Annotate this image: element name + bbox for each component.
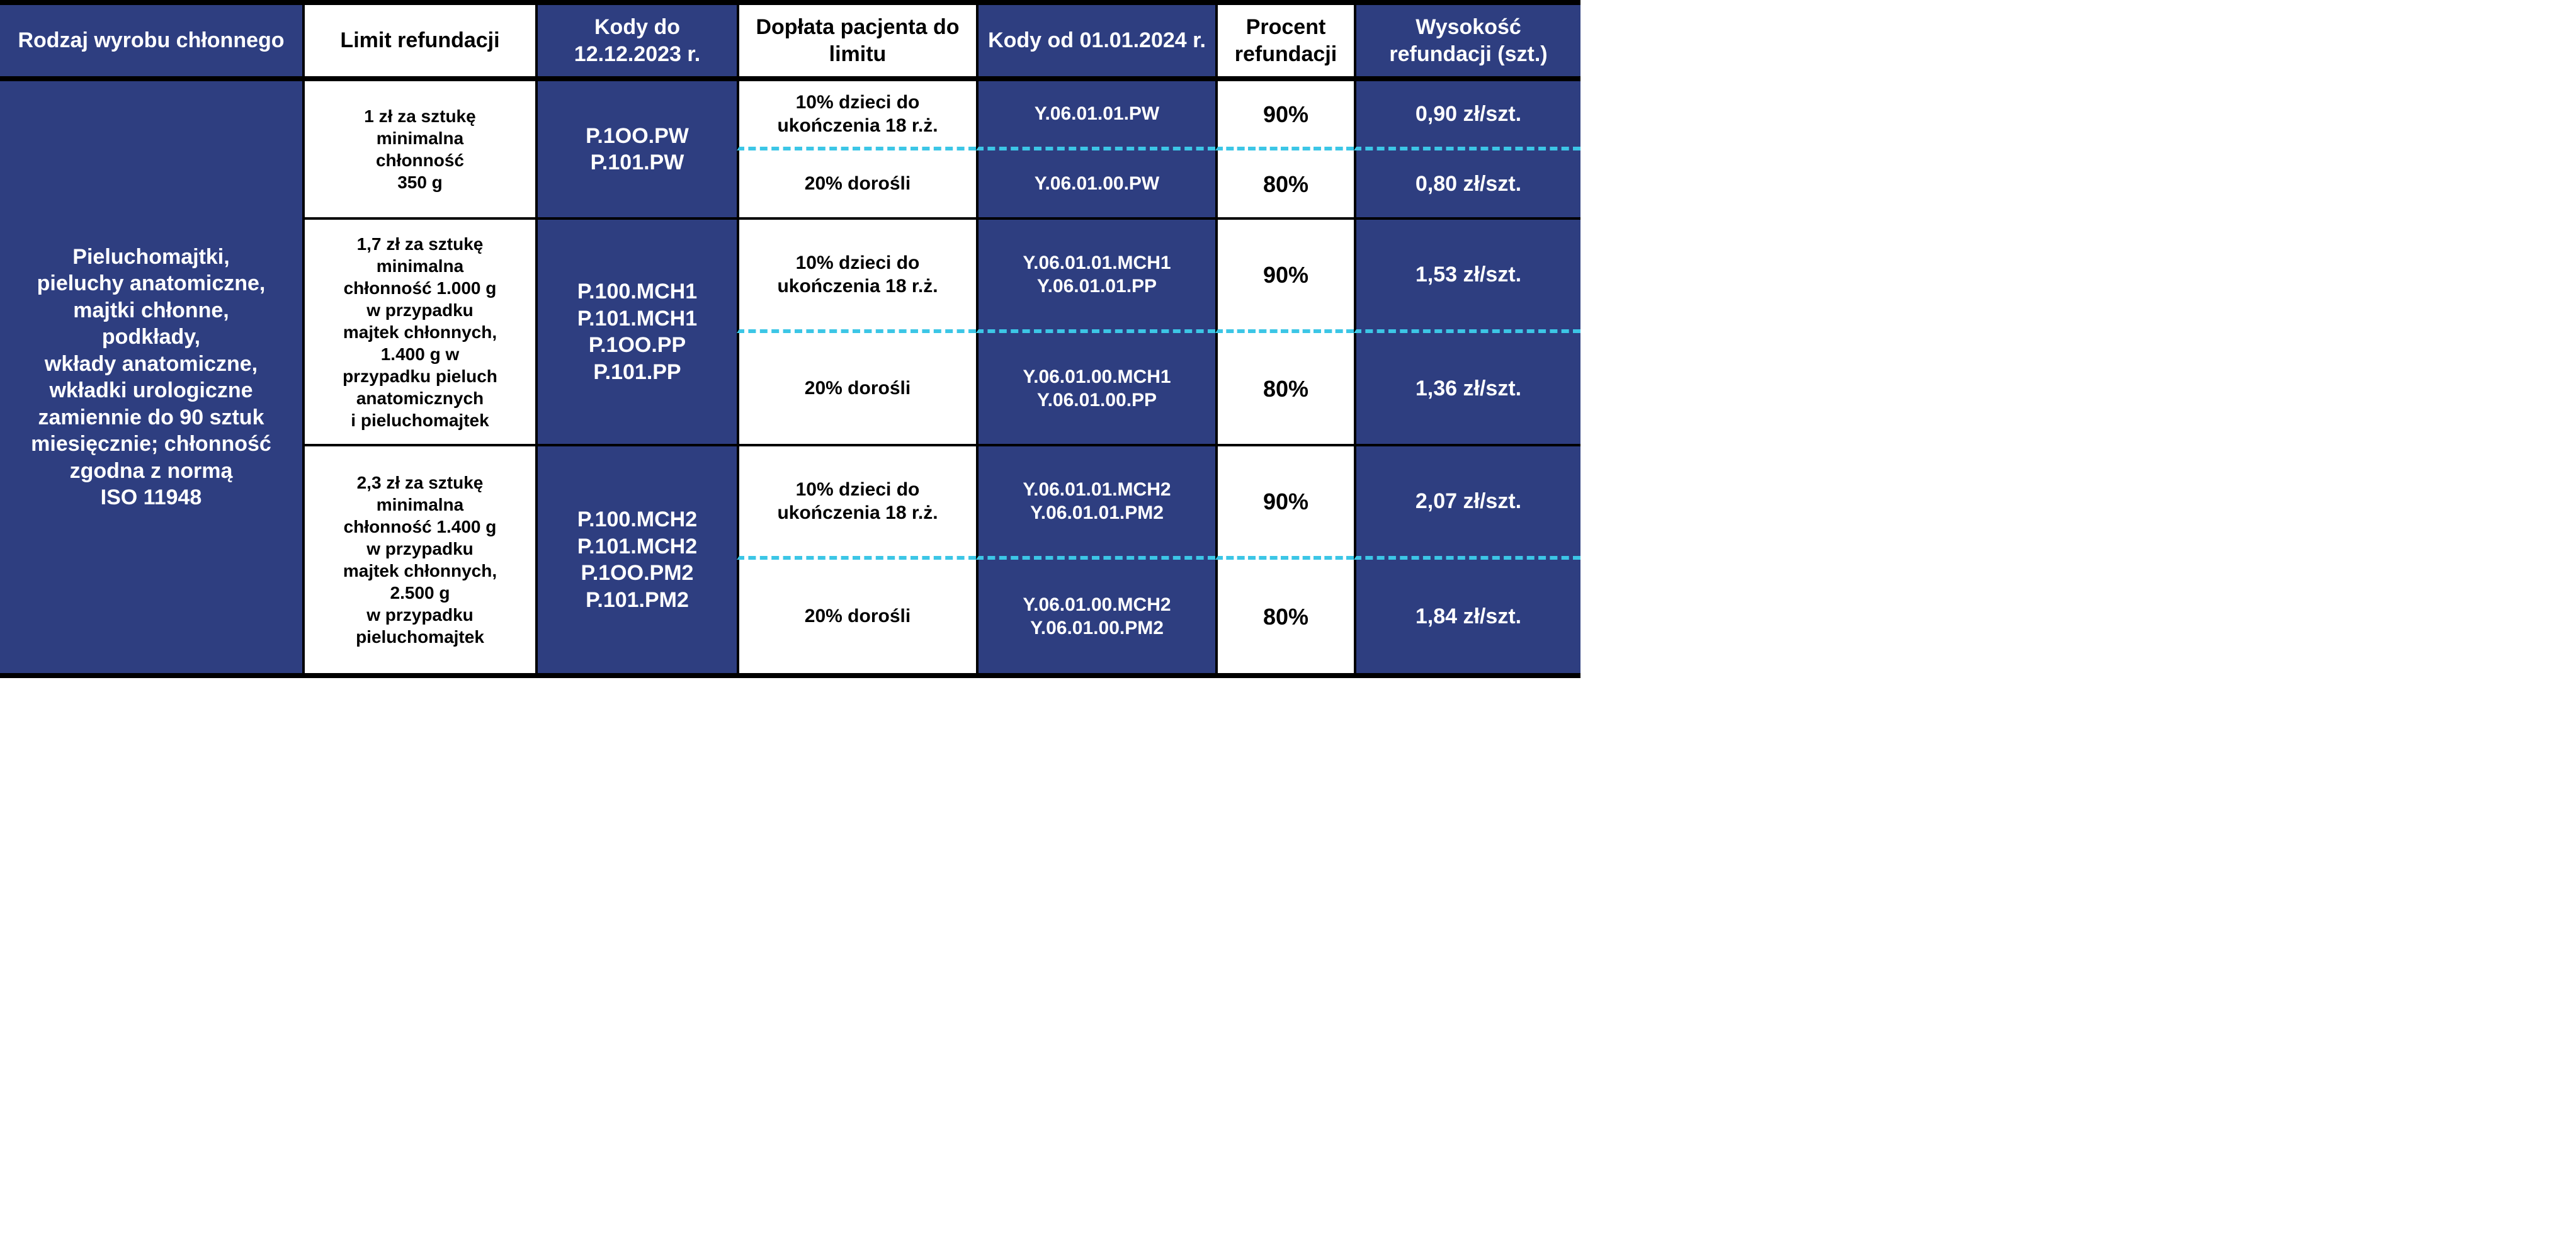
col-header-surcharge: Dopłata pacjenta do limitu — [737, 5, 976, 81]
amount-g2-s2: 1,36 zł/szt. — [1354, 333, 1580, 446]
surcharge-g3-s1: 10% dzieci do ukończenia 18 r.ż. — [737, 446, 976, 560]
col-header-product: Rodzaj wyrobu chłonnego — [0, 5, 302, 81]
codes-new-g1-s1: Y.06.01.01.PW — [976, 81, 1215, 150]
surcharge-g1-s2: 20% dorośli — [737, 150, 976, 220]
percent-g1-s1: 90% — [1215, 81, 1354, 150]
col-header-limit: Limit refundacji — [302, 5, 535, 81]
surcharge-g2-s1: 10% dzieci do ukończenia 18 r.ż. — [737, 220, 976, 333]
col-header-amount: Wysokość refundacji (szt.) — [1354, 5, 1580, 81]
surcharge-g3-s2: 20% dorośli — [737, 560, 976, 673]
limit-g1: 1 zł za sztukę minimalna chłonność 350 g — [302, 81, 535, 220]
amount-g3-s1: 2,07 zł/szt. — [1354, 446, 1580, 560]
surcharge-g2-s2: 20% dorośli — [737, 333, 976, 446]
codes-new-g2-s2: Y.06.01.00.MCH1 Y.06.01.00.PP — [976, 333, 1215, 446]
limit-g3: 2,3 zł za sztukę minimalna chłonność 1.4… — [302, 446, 535, 673]
codes-new-g1-s2: Y.06.01.00.PW — [976, 150, 1215, 220]
codes-old-g1: P.1OO.PW P.101.PW — [535, 81, 737, 220]
amount-g1-s2: 0,80 zł/szt. — [1354, 150, 1580, 220]
codes-new-g3-s2: Y.06.01.00.MCH2 Y.06.01.00.PM2 — [976, 560, 1215, 673]
product-type-label: Pieluchomajtki, pieluchy anatomiczne, ma… — [0, 81, 302, 673]
codes-new-g3-s1: Y.06.01.01.MCH2 Y.06.01.01.PM2 — [976, 446, 1215, 560]
percent-g1-s2: 80% — [1215, 150, 1354, 220]
percent-g2-s2: 80% — [1215, 333, 1354, 446]
amount-g2-s1: 1,53 zł/szt. — [1354, 220, 1580, 333]
col-header-percent: Procent refundacji — [1215, 5, 1354, 81]
col-header-codes-old: Kody do 12.12.2023 r. — [535, 5, 737, 81]
percent-g3-s1: 90% — [1215, 446, 1354, 560]
limit-g2: 1,7 zł za sztukę minimalna chłonność 1.0… — [302, 220, 535, 446]
surcharge-g1-s1: 10% dzieci do ukończenia 18 r.ż. — [737, 81, 976, 150]
amount-g3-s2: 1,84 zł/szt. — [1354, 560, 1580, 673]
amount-g1-s1: 0,90 zł/szt. — [1354, 81, 1580, 150]
refund-table: Rodzaj wyrobu chłonnego Limit refundacji… — [0, 0, 1580, 678]
col-header-codes-new: Kody od 01.01.2024 r. — [976, 5, 1215, 81]
codes-old-g3: P.100.MCH2 P.101.MCH2 P.1OO.PM2 P.101.PM… — [535, 446, 737, 673]
codes-new-g2-s1: Y.06.01.01.MCH1 Y.06.01.01.PP — [976, 220, 1215, 333]
codes-old-g2: P.100.MCH1 P.101.MCH1 P.1OO.PP P.101.PP — [535, 220, 737, 446]
percent-g3-s2: 80% — [1215, 560, 1354, 673]
percent-g2-s1: 90% — [1215, 220, 1354, 333]
